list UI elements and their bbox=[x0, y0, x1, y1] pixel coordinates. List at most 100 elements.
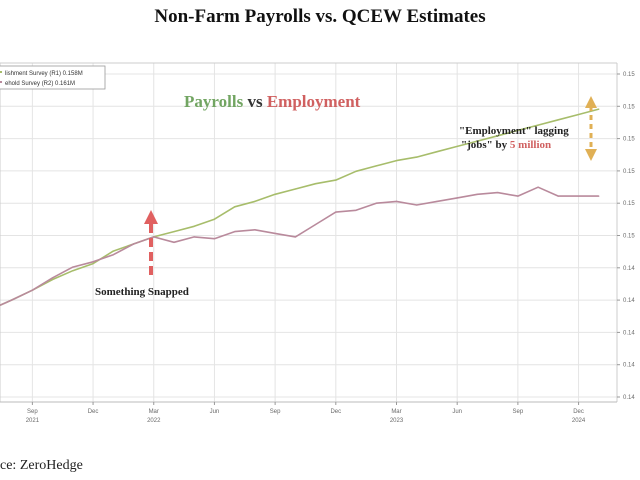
y-tick-label: 0.15 bbox=[623, 137, 635, 143]
grid-layer bbox=[0, 63, 617, 402]
data-point-payrolls bbox=[274, 193, 276, 195]
legend-label-employment: ehold Survey (R2) 0.161M bbox=[5, 81, 75, 87]
data-point-payrolls bbox=[355, 170, 357, 172]
data-point-employment bbox=[315, 223, 317, 226]
data-point-employment bbox=[254, 229, 256, 231]
data-point-payrolls bbox=[517, 129, 519, 131]
legend: lishment Survey (R1) 0.158M ehold Survey… bbox=[0, 65, 106, 90]
source-text: ce: ZeroHedge bbox=[0, 458, 83, 473]
x-tick-label: Jun bbox=[210, 409, 220, 415]
headline-annotation: Payrolls vs Employment bbox=[184, 92, 361, 111]
data-point-payrolls bbox=[294, 188, 296, 190]
data-point-payrolls bbox=[72, 270, 74, 272]
gold-double-arrow bbox=[585, 96, 597, 161]
x-tick-label: Dec bbox=[330, 409, 341, 415]
lagging-amount: 5 million bbox=[510, 139, 551, 151]
data-point-payrolls bbox=[52, 278, 54, 281]
y-tick-label: 0.14 bbox=[623, 266, 635, 272]
data-point-payrolls bbox=[537, 124, 539, 126]
x-tick-year-label: 2024 bbox=[572, 418, 586, 424]
data-point-employment bbox=[335, 211, 337, 213]
data-point-employment bbox=[132, 243, 135, 245]
data-point-payrolls bbox=[476, 140, 478, 142]
data-point-payrolls bbox=[234, 206, 236, 208]
data-point-employment bbox=[355, 209, 357, 211]
x-tick-label: Sep bbox=[513, 409, 524, 415]
headline-vs: vs bbox=[243, 92, 267, 111]
data-point-payrolls bbox=[557, 119, 559, 121]
x-tick-label: Sep bbox=[27, 409, 38, 415]
data-point-employment bbox=[52, 277, 54, 279]
axis-layer: 0.14 0.14 0.14 0.14 0.14 0.15 0.15 0.15 0.15 0.15… bbox=[0, 62, 635, 424]
data-point-payrolls bbox=[436, 151, 438, 153]
data-point-employment bbox=[92, 261, 94, 263]
data-point-payrolls bbox=[456, 145, 458, 147]
data-point-employment bbox=[578, 195, 580, 197]
y-tick-label: 0.15 bbox=[623, 169, 635, 175]
data-point-employment bbox=[537, 186, 539, 188]
data-point-payrolls bbox=[254, 200, 256, 202]
y-tick-label: 0.15 bbox=[623, 201, 635, 207]
data-point-payrolls bbox=[213, 218, 215, 220]
red-arrow-head bbox=[144, 210, 158, 224]
y-tick-label: 0.15 bbox=[623, 104, 635, 110]
legend-box bbox=[0, 65, 106, 90]
x-tick-label: Sep bbox=[270, 409, 281, 415]
lagging-prefix: "jobs" by bbox=[461, 139, 510, 151]
data-point-employment bbox=[375, 202, 377, 204]
data-point-employment bbox=[11, 299, 13, 301]
data-point-payrolls bbox=[112, 250, 114, 252]
chart-title: Non-Farm Payrolls vs. QCEW Estimates bbox=[154, 6, 486, 27]
data-point-payrolls bbox=[395, 160, 398, 162]
series-line-employment bbox=[0, 186, 599, 307]
data-point-payrolls bbox=[416, 156, 418, 158]
gold-arrow-head-top bbox=[585, 96, 597, 108]
data-point-employment bbox=[557, 195, 559, 197]
data-point-employment bbox=[476, 193, 478, 195]
data-point-employment bbox=[112, 254, 114, 256]
x-tick-label: Dec bbox=[88, 409, 99, 415]
y-tick-label: 0.14 bbox=[623, 395, 635, 401]
data-point-employment bbox=[72, 266, 74, 268]
data-point-employment bbox=[395, 200, 398, 202]
gold-arrow-head-bottom bbox=[585, 149, 597, 161]
chart-area: 0.14 0.14 0.14 0.14 0.14 0.15 0.15 0.15 0.15 0.15… bbox=[0, 57, 640, 437]
headline-employment: Employment bbox=[267, 92, 361, 111]
data-point-employment bbox=[416, 204, 418, 206]
data-point-payrolls bbox=[315, 183, 317, 185]
data-point-employment bbox=[213, 238, 215, 240]
lagging-annotation-line1: "Employment" lagging bbox=[459, 125, 569, 137]
data-point-payrolls bbox=[598, 108, 600, 110]
x-tick-year-label: 2021 bbox=[26, 418, 40, 424]
data-point-employment bbox=[193, 236, 195, 238]
x-tick-label: Jun bbox=[452, 409, 462, 415]
y-tick-label: 0.14 bbox=[623, 330, 635, 336]
y-tick-label: 0.15 bbox=[623, 234, 635, 240]
data-point-employment bbox=[294, 236, 296, 238]
data-point-payrolls bbox=[193, 225, 195, 227]
x-tick-label: Mar bbox=[149, 409, 159, 415]
x-tick-label: Mar bbox=[391, 409, 401, 415]
data-point-employment bbox=[31, 289, 33, 291]
data-point-employment bbox=[274, 232, 276, 234]
y-tick-label: 0.14 bbox=[623, 298, 635, 304]
x-tick-year-label: 2022 bbox=[147, 418, 161, 424]
data-point-employment bbox=[456, 197, 458, 199]
data-point-employment bbox=[234, 231, 236, 233]
data-point-employment bbox=[0, 304, 1, 306]
snapped-annotation: Something Snapped bbox=[95, 286, 189, 298]
red-arrow-up bbox=[144, 210, 158, 275]
data-point-employment bbox=[598, 195, 600, 197]
x-tick-label: Dec bbox=[573, 409, 584, 415]
headline-payrolls: Payrolls bbox=[184, 92, 244, 111]
data-point-payrolls bbox=[335, 179, 337, 181]
data-point-payrolls bbox=[92, 263, 94, 265]
legend-label-payrolls: lishment Survey (R1) 0.158M bbox=[5, 71, 83, 77]
data-point-employment bbox=[436, 200, 438, 202]
data-point-payrolls bbox=[497, 135, 499, 137]
y-tick-label: 0.15 bbox=[623, 72, 635, 78]
series-layer bbox=[0, 108, 600, 307]
data-point-employment bbox=[497, 192, 499, 194]
data-point-payrolls bbox=[578, 113, 580, 116]
y-tick-label: 0.14 bbox=[623, 363, 635, 369]
